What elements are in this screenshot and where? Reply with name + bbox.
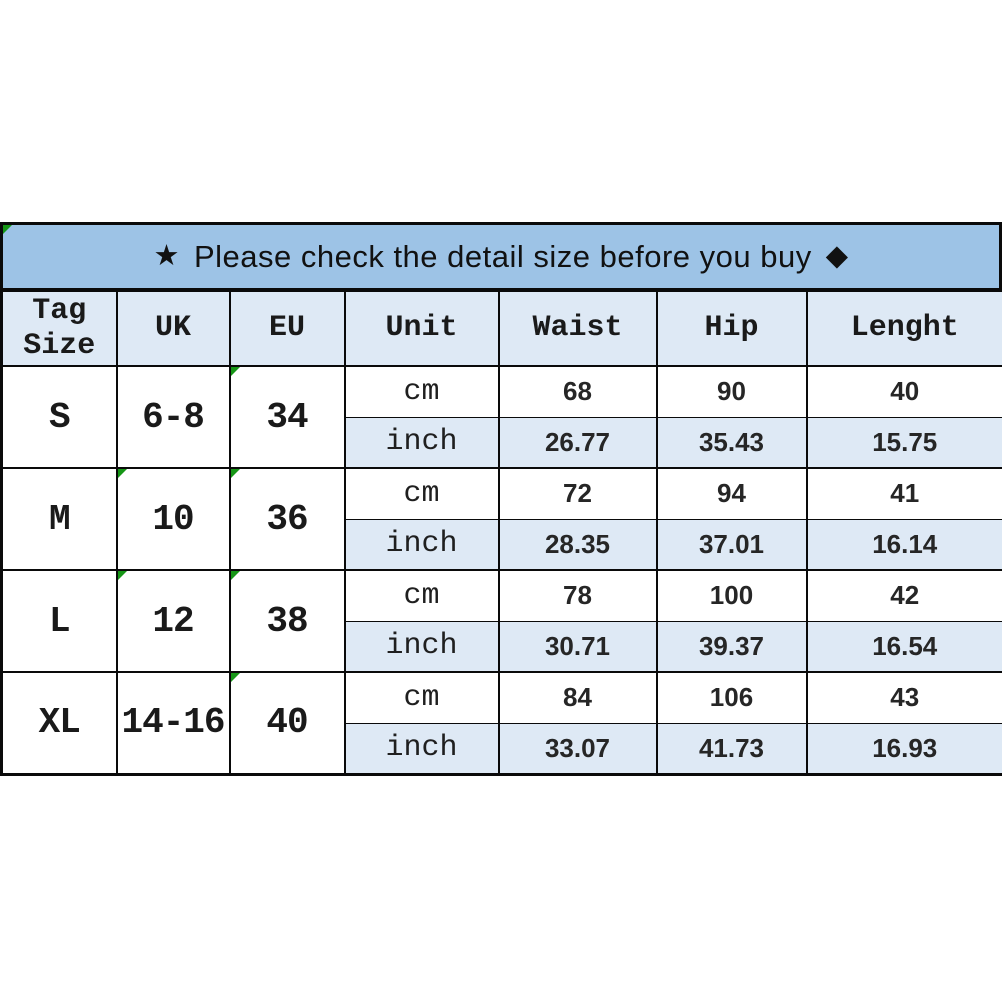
header-cell-unit: Unit bbox=[343, 290, 500, 367]
cell-unit-cm: cm bbox=[343, 467, 500, 520]
cell-unit-inch: inch bbox=[343, 620, 500, 673]
cell-length-inch: 16.14 bbox=[805, 518, 1002, 571]
cell-uk: 10 bbox=[115, 467, 231, 571]
cell-waist-inch: 33.07 bbox=[497, 722, 658, 775]
cell-waist-inch: 28.35 bbox=[497, 518, 658, 571]
cell-unit-cm: cm bbox=[343, 569, 500, 622]
cell-tag-size: M bbox=[0, 467, 118, 571]
cell-eu: 36 bbox=[228, 467, 346, 571]
cell-unit-inch: inch bbox=[343, 518, 500, 571]
cell-hip-cm: 100 bbox=[655, 569, 808, 622]
table-row-xl-inch: inch 33.07 41.73 16.93 bbox=[2, 722, 1002, 775]
cell-unit-inch: inch bbox=[343, 416, 500, 469]
cell-length-cm: 42 bbox=[805, 569, 1002, 622]
star-icon: ★ bbox=[153, 240, 180, 272]
table-row-l-cm: L 12 38 cm 78 100 42 bbox=[0, 569, 1002, 673]
cell-hip-inch: 37.01 bbox=[655, 518, 808, 571]
green-triangle-icon bbox=[118, 470, 127, 478]
table-row-m-inch: inch 28.35 37.01 16.14 bbox=[2, 518, 1002, 571]
table-row-m-cm: M 10 36 cm 72 94 41 bbox=[0, 467, 1002, 571]
cell-hip-cm: 90 bbox=[655, 365, 808, 418]
cell-length-inch: 16.93 bbox=[805, 722, 1002, 775]
cell-waist-cm: 84 bbox=[497, 671, 658, 724]
banner: ★ Please check the detail size before yo… bbox=[0, 222, 1002, 290]
cell-hip-inch: 41.73 bbox=[655, 722, 808, 775]
header-cell-tag-size: Tag Size bbox=[0, 290, 118, 367]
cell-tag-size: XL bbox=[0, 671, 118, 775]
green-triangle-icon bbox=[231, 470, 240, 478]
diamond-icon: ◆ bbox=[825, 240, 849, 272]
cell-hip-cm: 94 bbox=[655, 467, 808, 520]
cell-eu: 40 bbox=[228, 671, 346, 775]
green-triangle-icon bbox=[231, 572, 240, 580]
cell-waist-inch: 26.77 bbox=[497, 416, 658, 469]
cell-uk: 12 bbox=[115, 569, 231, 673]
table-row-s-cm: S 6-8 34 cm 68 90 40 bbox=[0, 365, 1002, 469]
size-chart-table: Tag Size UK EU Unit Waist Hip Lenght S 6… bbox=[0, 290, 1002, 776]
header-cell-waist: Waist bbox=[497, 290, 658, 367]
cell-hip-cm: 106 bbox=[655, 671, 808, 724]
cell-uk: 6-8 bbox=[115, 365, 231, 469]
header-row: Tag Size UK EU Unit Waist Hip Lenght bbox=[0, 290, 1002, 367]
cell-tag-size: L bbox=[0, 569, 118, 673]
green-triangle-icon bbox=[231, 368, 240, 376]
cell-waist-inch: 30.71 bbox=[497, 620, 658, 673]
size-chart-sheet: ★ Please check the detail size before yo… bbox=[0, 222, 1002, 776]
table-row-l-inch: inch 30.71 39.37 16.54 bbox=[2, 620, 1002, 673]
cell-hip-inch: 39.37 bbox=[655, 620, 808, 673]
cell-length-inch: 15.75 bbox=[805, 416, 1002, 469]
cell-unit-inch: inch bbox=[343, 722, 500, 775]
green-triangle-icon bbox=[3, 225, 12, 234]
header-cell-eu: EU bbox=[228, 290, 346, 367]
cell-waist-cm: 68 bbox=[497, 365, 658, 418]
cell-hip-inch: 35.43 bbox=[655, 416, 808, 469]
green-triangle-icon bbox=[231, 674, 240, 682]
cell-unit-cm: cm bbox=[343, 671, 500, 724]
header-cell-uk: UK bbox=[115, 290, 231, 367]
cell-length-cm: 40 bbox=[805, 365, 1002, 418]
cell-length-cm: 43 bbox=[805, 671, 1002, 724]
cell-waist-cm: 72 bbox=[497, 467, 658, 520]
green-triangle-icon bbox=[118, 572, 127, 580]
header-cell-length: Lenght bbox=[805, 290, 1002, 367]
cell-tag-size: S bbox=[0, 365, 118, 469]
header-cell-hip: Hip bbox=[655, 290, 808, 367]
cell-length-inch: 16.54 bbox=[805, 620, 1002, 673]
cell-unit-cm: cm bbox=[343, 365, 500, 418]
cell-eu: 34 bbox=[228, 365, 346, 469]
cell-waist-cm: 78 bbox=[497, 569, 658, 622]
table-row-xl-cm: XL 14-16 40 cm 84 106 43 bbox=[0, 671, 1002, 775]
cell-eu: 38 bbox=[228, 569, 346, 673]
cell-length-cm: 41 bbox=[805, 467, 1002, 520]
cell-uk: 14-16 bbox=[115, 671, 231, 775]
table-row-s-inch: inch 26.77 35.43 15.75 bbox=[2, 416, 1002, 469]
banner-text: Please check the detail size before you … bbox=[193, 238, 812, 274]
